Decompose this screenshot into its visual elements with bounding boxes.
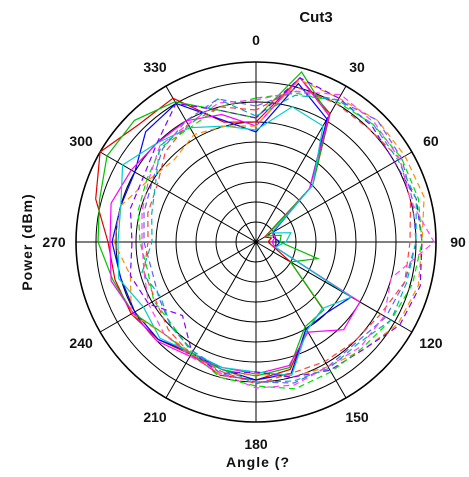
- angle-tick-label: 270: [42, 234, 66, 250]
- angle-tick-label: 90: [450, 234, 466, 250]
- angle-tick-label: 60: [423, 133, 439, 149]
- angle-tick-label: 0: [252, 32, 260, 48]
- y-axis-label: Power (dBm): [19, 193, 35, 290]
- angle-tick-label: 150: [345, 409, 369, 425]
- polar-grid: [76, 62, 436, 422]
- angle-tick-label: 180: [244, 436, 268, 452]
- series-line: [114, 80, 424, 378]
- x-axis-label: Angle (?: [226, 454, 290, 470]
- angle-tick-label: 30: [349, 59, 365, 75]
- chart-title: Cut3: [299, 9, 332, 26]
- angle-tick-label: 120: [419, 335, 443, 351]
- angle-tick-label: 210: [143, 409, 167, 425]
- angle-tick-label: 300: [69, 133, 93, 149]
- angle-tick-label: 240: [69, 335, 93, 351]
- angle-tick-label: 330: [143, 59, 167, 75]
